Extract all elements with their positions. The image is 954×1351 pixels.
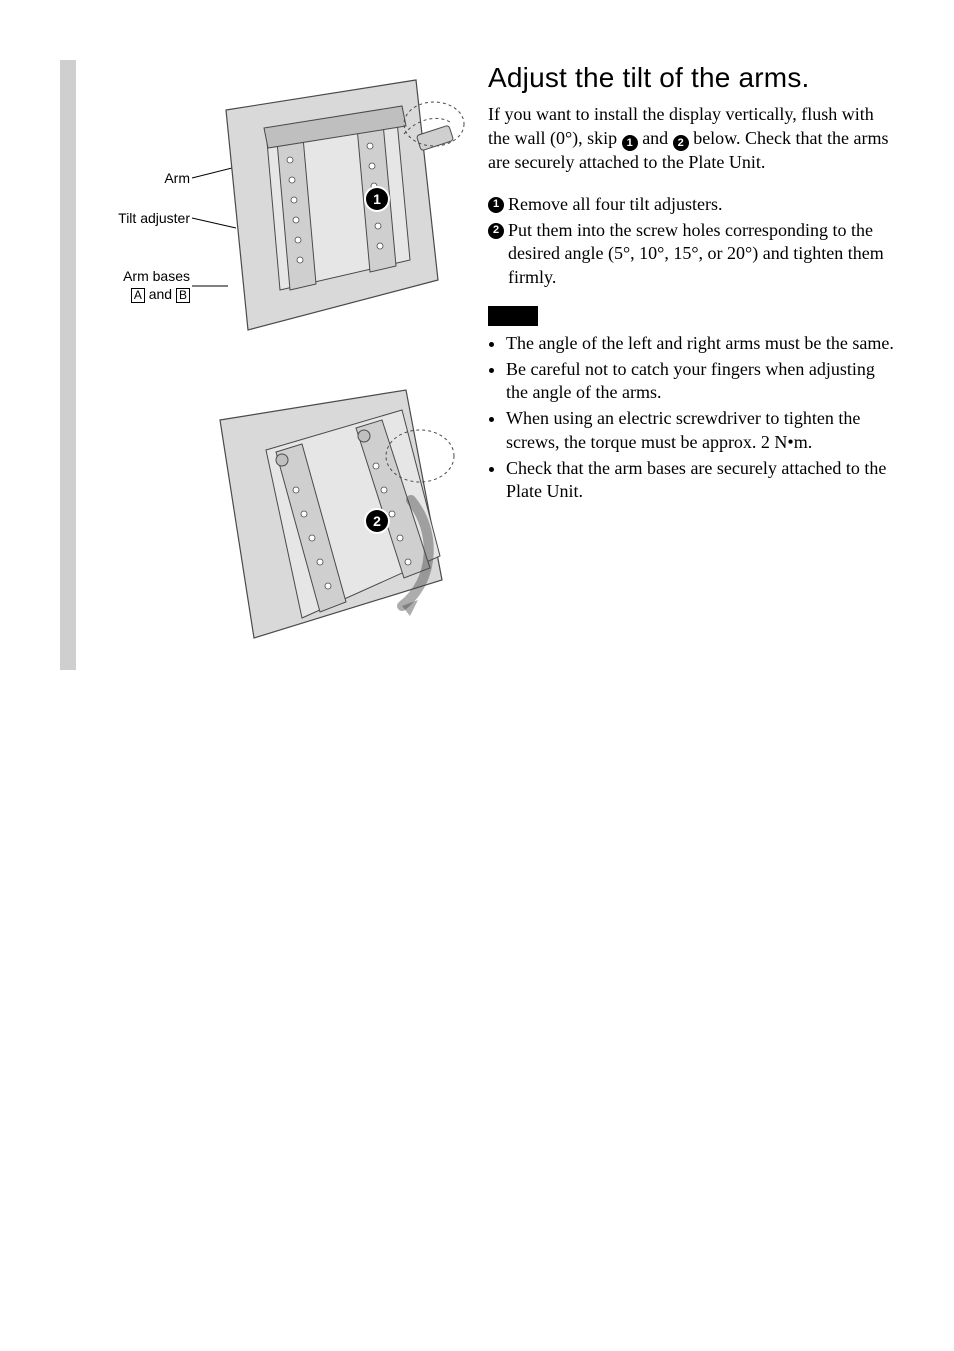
intro-paragraph: If you want to install the display verti…: [488, 103, 894, 175]
callout-tilt-adjuster: Tilt adjuster: [78, 210, 190, 228]
page: Arm Tilt adjuster Arm bases A and B: [0, 0, 954, 1351]
note-label: Note: [488, 306, 538, 326]
callout-arm-bases-box-b: B: [176, 288, 190, 303]
figure-marker-1: 1: [366, 188, 388, 210]
figure-column: Arm Tilt adjuster Arm bases A and B: [60, 60, 460, 1291]
callout-arm-bases: Arm bases A and B: [78, 268, 190, 303]
step-1-marker: 1: [488, 197, 504, 213]
figure-marker-2: 2: [366, 510, 388, 532]
step-1: 1 Remove all four tilt adjusters.: [488, 193, 894, 217]
text-column: Adjust the tilt of the arms. If you want…: [460, 60, 894, 1291]
note-item: Be careful not to catch your fingers whe…: [506, 358, 894, 406]
callout-arm-bases-line1: Arm bases: [123, 268, 190, 284]
callout-arm-label: Arm: [164, 170, 190, 186]
note-item: Check that the arm bases are securely at…: [506, 457, 894, 505]
figure-upper: [206, 70, 466, 370]
note-item: The angle of the left and right arms mus…: [506, 332, 894, 356]
step-2: 2 Put them into the screw holes correspo…: [488, 219, 894, 290]
side-gray-bar: [60, 60, 76, 670]
intro-marker-2: 2: [673, 135, 689, 151]
note-item: When using an electric screwdriver to ti…: [506, 407, 894, 455]
figure-area: Arm Tilt adjuster Arm bases A and B: [78, 60, 458, 670]
step-1-text: Remove all four tilt adjusters.: [504, 193, 722, 217]
section-title: Adjust the tilt of the arms.: [488, 60, 894, 97]
step-2-marker: 2: [488, 223, 504, 239]
figure-lower: [206, 380, 466, 670]
callout-tilt-adjuster-label: Tilt adjuster: [118, 210, 190, 226]
callout-arm: Arm: [78, 170, 190, 188]
step-2-text: Put them into the screw holes correspond…: [504, 219, 894, 290]
callout-arm-bases-and: and: [145, 286, 176, 302]
callout-arm-bases-box-a: A: [131, 288, 145, 303]
steps-list: 1 Remove all four tilt adjusters. 2 Put …: [488, 193, 894, 290]
intro-mid: and: [642, 128, 673, 148]
notes-list: The angle of the left and right arms mus…: [488, 332, 894, 504]
intro-marker-1: 1: [622, 135, 638, 151]
